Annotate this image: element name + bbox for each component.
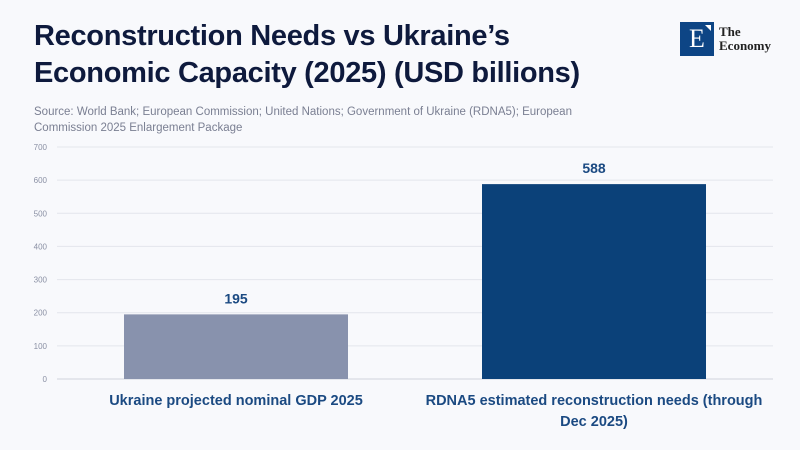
logo-line-2: Economy (719, 38, 771, 53)
logo-letter: E (689, 24, 705, 53)
y-tick-label: 300 (34, 276, 48, 285)
bar (482, 184, 706, 379)
chart-source: Source: World Bank; European Commission;… (34, 106, 572, 134)
y-tick-label: 500 (34, 209, 48, 218)
bar (124, 314, 348, 379)
x-tick-label: Ukraine projected nominal GDP 2025 (109, 393, 363, 409)
y-tick-label: 700 (34, 143, 48, 152)
the-economy-logo: E The Economy (680, 22, 771, 56)
logo-line-1: The (719, 24, 741, 39)
y-tick-label: 0 (43, 375, 48, 384)
x-tick-label: RDNA5 estimated reconstruction needs (th… (425, 393, 763, 430)
logo-wordmark: The Economy (719, 25, 771, 53)
y-tick-label: 200 (34, 309, 48, 318)
y-tick-label: 600 (34, 176, 48, 185)
chart-title: Reconstruction Needs vs Ukraine’s Econom… (34, 20, 580, 89)
logo-corner-mark (705, 25, 711, 31)
y-tick-label: 400 (34, 242, 48, 251)
y-tick-label: 100 (34, 342, 48, 351)
data-label: 195 (224, 290, 248, 306)
data-label: 588 (582, 160, 606, 176)
logo-icon: E (680, 22, 714, 56)
